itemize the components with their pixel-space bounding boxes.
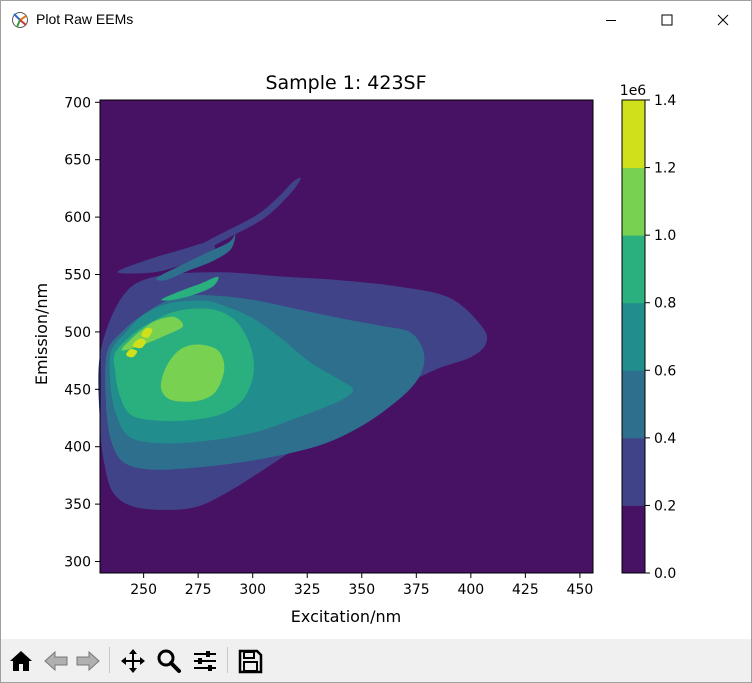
x-tick-label: 375 <box>403 582 430 598</box>
y-axis-label: Emission/nm <box>32 283 51 385</box>
navigation-toolbar <box>1 639 751 682</box>
contour-region <box>117 242 216 274</box>
pan-button[interactable] <box>118 647 148 675</box>
zoom-icon <box>157 649 181 673</box>
home-icon <box>10 651 32 671</box>
colorbar-tick-label: 0.0 <box>654 566 676 582</box>
contour-region <box>156 234 236 281</box>
save-button[interactable] <box>235 647 265 675</box>
y-tick-label: 300 <box>64 555 91 571</box>
configure-icon <box>194 651 216 671</box>
y-tick-label: 450 <box>64 382 91 398</box>
contour-region <box>126 349 138 358</box>
close-icon <box>717 14 729 26</box>
x-tick-label: 275 <box>185 582 212 598</box>
x-tick-label: 350 <box>348 582 375 598</box>
forward-icon <box>76 650 100 672</box>
colorbar-tick-label: 1.2 <box>654 161 676 177</box>
colorbar-band <box>622 437 645 506</box>
y-tick-label: 700 <box>64 95 91 111</box>
colorbar-tick-label: 0.2 <box>654 498 676 514</box>
y-tick-label: 400 <box>64 440 91 456</box>
save-icon <box>238 649 263 674</box>
toolbar-separator <box>227 647 228 673</box>
contour-region <box>141 328 153 338</box>
title-bar[interactable]: Plot Raw EEMs <box>1 1 751 39</box>
contour-region <box>161 276 219 301</box>
y-tick-label: 600 <box>64 210 91 226</box>
maximize-button[interactable] <box>639 1 695 39</box>
y-tick-label: 500 <box>64 325 91 341</box>
colorbar-band <box>622 100 645 169</box>
x-tick-label: 325 <box>294 582 321 598</box>
x-tick-label: 250 <box>130 582 157 598</box>
maximize-icon <box>661 14 673 26</box>
plot-area <box>98 99 594 574</box>
x-tick-label: 425 <box>512 582 539 598</box>
colorbar-tick-label: 0.6 <box>654 363 676 379</box>
plot-frame <box>99 99 594 574</box>
x-tick-label: 400 <box>457 582 484 598</box>
colorbar-band <box>622 235 645 304</box>
y-tick-label: 650 <box>64 153 91 169</box>
back-icon <box>44 650 68 672</box>
figure-canvas[interactable]: Sample 1: 423SF 250 275 300 325 350 375 400 425… <box>1 39 751 639</box>
app-icon <box>10 10 30 30</box>
colorbar-frame <box>621 99 646 574</box>
x-axis-label: Excitation/nm <box>291 607 401 626</box>
window-title: Plot Raw EEMs <box>36 11 134 27</box>
minimize-button[interactable] <box>583 1 639 39</box>
colorbar-band <box>622 167 645 236</box>
contour-region <box>132 338 146 349</box>
pan-icon <box>121 649 145 673</box>
minimize-icon <box>606 20 616 21</box>
chart-title: Sample 1: 423SF <box>265 72 426 94</box>
y-tick-label: 550 <box>64 268 91 284</box>
close-button[interactable] <box>695 1 751 39</box>
forward-button[interactable] <box>73 647 103 675</box>
x-axis: 250 275 300 325 350 375 400 425 450 <box>130 573 593 598</box>
y-tick-label: 350 <box>64 497 91 513</box>
colorbar-tick-label: 1.0 <box>654 228 676 244</box>
colorbar-tick-label: 0.8 <box>654 296 676 312</box>
configure-button[interactable] <box>190 647 220 675</box>
colorbar: 0.0 0.2 0.4 0.6 0.8 1.0 1.2 1.4 <box>621 93 676 582</box>
zoom-button[interactable] <box>154 647 184 675</box>
home-button[interactable] <box>6 647 36 675</box>
contour-region <box>160 344 225 402</box>
colorbar-band <box>622 302 645 371</box>
colorbar-tick-label: 1.4 <box>654 93 676 109</box>
contour-chart: Sample 1: 423SF 250 275 300 325 350 375 400 425… <box>32 72 676 626</box>
x-tick-label: 450 <box>567 582 594 598</box>
colorbar-band <box>622 370 645 439</box>
x-tick-label: 300 <box>239 582 266 598</box>
colorbar-tick-label: 0.4 <box>654 431 676 447</box>
colorbar-band <box>622 505 645 574</box>
y-axis: 300 350 400 450 500 550 600 650 700 <box>64 95 100 571</box>
back-button[interactable] <box>41 647 71 675</box>
colorbar-offset-label: 1e6 <box>620 83 647 99</box>
toolbar-separator <box>109 647 110 673</box>
